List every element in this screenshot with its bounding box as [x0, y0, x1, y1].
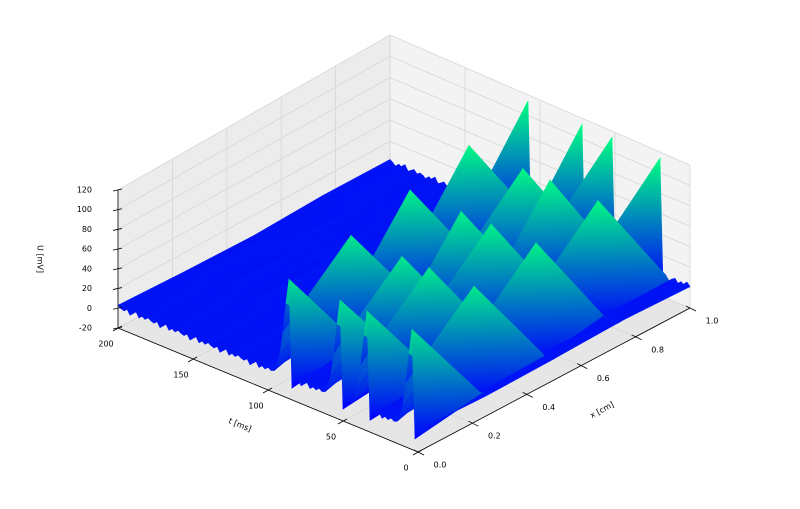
z-tick [112, 267, 123, 271]
grid-line [389, 55, 691, 186]
x-tick-label: 0.6 [597, 374, 610, 383]
z-tick [112, 326, 123, 330]
z-tick-label: 80 [82, 225, 92, 234]
t-tick-label: 50 [326, 433, 336, 442]
grid-line [117, 34, 391, 191]
grid-line [389, 34, 691, 166]
surface-cell [414, 392, 487, 440]
grid-line [389, 77, 691, 207]
grid-line [117, 98, 391, 250]
z-tick [112, 247, 123, 251]
t-tick-label: 200 [98, 340, 113, 349]
z-tick [112, 188, 123, 192]
t-tick [262, 387, 273, 394]
x-tick [685, 305, 697, 312]
grid-line [117, 77, 391, 230]
z-tick-label: -20 [79, 324, 92, 333]
t-tick-label: 150 [173, 371, 188, 380]
t-tick [412, 449, 423, 456]
t-tick-label: 100 [248, 402, 263, 411]
z-tick-label: 120 [77, 186, 92, 195]
z-tick [112, 287, 123, 290]
x-tick [468, 420, 479, 427]
z-tick-label: 40 [82, 264, 92, 273]
pane-left [118, 35, 390, 328]
x-tick-label: 0.4 [542, 403, 555, 412]
x-tick [413, 449, 425, 456]
grid-line [117, 119, 391, 270]
x-axis [417, 307, 691, 453]
z-tick-label: 60 [82, 245, 92, 254]
z-tick [112, 208, 123, 212]
t-tick-label: 0 [403, 464, 408, 473]
t-axis-label: t [ms] [227, 416, 253, 433]
t-tick [187, 356, 198, 363]
x-axis-label: x [cm] [589, 400, 616, 420]
x-tick [577, 363, 588, 369]
z-tick-label: 20 [82, 284, 92, 293]
z-tick-label: 0 [87, 304, 92, 313]
x-tick-label: 0.2 [488, 432, 501, 441]
z-tick-label: 100 [77, 205, 92, 214]
x-tick-label: 1.0 [706, 317, 719, 326]
surface [117, 100, 691, 440]
z-axis-label: U [mV] [36, 245, 45, 273]
x-tick-label: 0.0 [434, 461, 447, 470]
grid-line [117, 141, 391, 289]
x-tick [522, 392, 533, 398]
t-tick [337, 418, 348, 425]
grid-line [117, 55, 391, 211]
t-tick [112, 325, 123, 332]
z-tick [112, 228, 123, 231]
x-tick-label: 0.8 [651, 345, 664, 354]
x-tick [631, 334, 642, 341]
z-tick [112, 306, 123, 310]
